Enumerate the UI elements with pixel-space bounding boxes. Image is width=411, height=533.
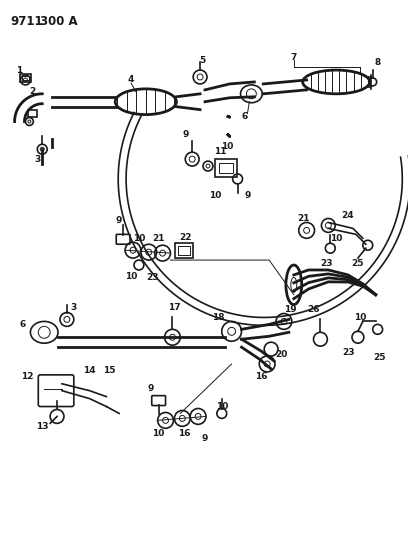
Text: 9: 9 xyxy=(182,130,189,139)
Text: 9: 9 xyxy=(202,434,208,443)
Text: 10: 10 xyxy=(222,142,234,151)
Text: 10: 10 xyxy=(354,313,366,322)
Text: 22: 22 xyxy=(179,233,192,242)
Text: 16: 16 xyxy=(178,429,191,438)
Text: 25: 25 xyxy=(352,259,364,268)
Text: 3: 3 xyxy=(71,303,77,312)
Text: 5: 5 xyxy=(199,55,205,64)
Text: 14: 14 xyxy=(83,366,96,375)
Text: 23: 23 xyxy=(320,259,332,268)
Text: 12: 12 xyxy=(21,373,34,381)
Text: 9711: 9711 xyxy=(11,14,43,28)
Text: 26: 26 xyxy=(307,305,320,314)
Text: 6: 6 xyxy=(241,112,247,121)
Text: 16: 16 xyxy=(255,373,268,381)
Text: 25: 25 xyxy=(373,352,386,361)
Text: 18: 18 xyxy=(212,313,224,322)
Text: 10: 10 xyxy=(125,272,137,281)
Text: 2: 2 xyxy=(29,87,35,96)
Text: 24: 24 xyxy=(342,211,354,220)
Text: 10: 10 xyxy=(152,429,165,438)
Text: 10: 10 xyxy=(216,402,228,411)
Text: 10: 10 xyxy=(330,234,342,243)
Text: 21: 21 xyxy=(152,234,165,243)
Text: 4: 4 xyxy=(128,76,134,84)
Text: 19: 19 xyxy=(284,305,297,314)
Text: 11: 11 xyxy=(214,147,226,156)
Text: 23: 23 xyxy=(146,273,159,282)
Text: 1: 1 xyxy=(16,66,23,75)
Text: 10: 10 xyxy=(133,234,145,243)
Text: 10: 10 xyxy=(209,191,221,200)
Text: 8: 8 xyxy=(374,58,381,67)
Text: 21: 21 xyxy=(298,214,310,223)
Text: 20: 20 xyxy=(275,350,287,359)
Text: 7: 7 xyxy=(291,53,297,62)
Text: 9: 9 xyxy=(148,384,154,393)
Text: 3: 3 xyxy=(34,155,40,164)
Text: 13: 13 xyxy=(36,422,48,431)
Text: 15: 15 xyxy=(103,366,115,375)
Text: 300 A: 300 A xyxy=(40,14,78,28)
Text: 17: 17 xyxy=(168,303,181,312)
Text: 6: 6 xyxy=(19,320,25,329)
Text: 23: 23 xyxy=(342,348,354,357)
Text: 9: 9 xyxy=(116,216,122,225)
Text: 9: 9 xyxy=(244,191,251,200)
